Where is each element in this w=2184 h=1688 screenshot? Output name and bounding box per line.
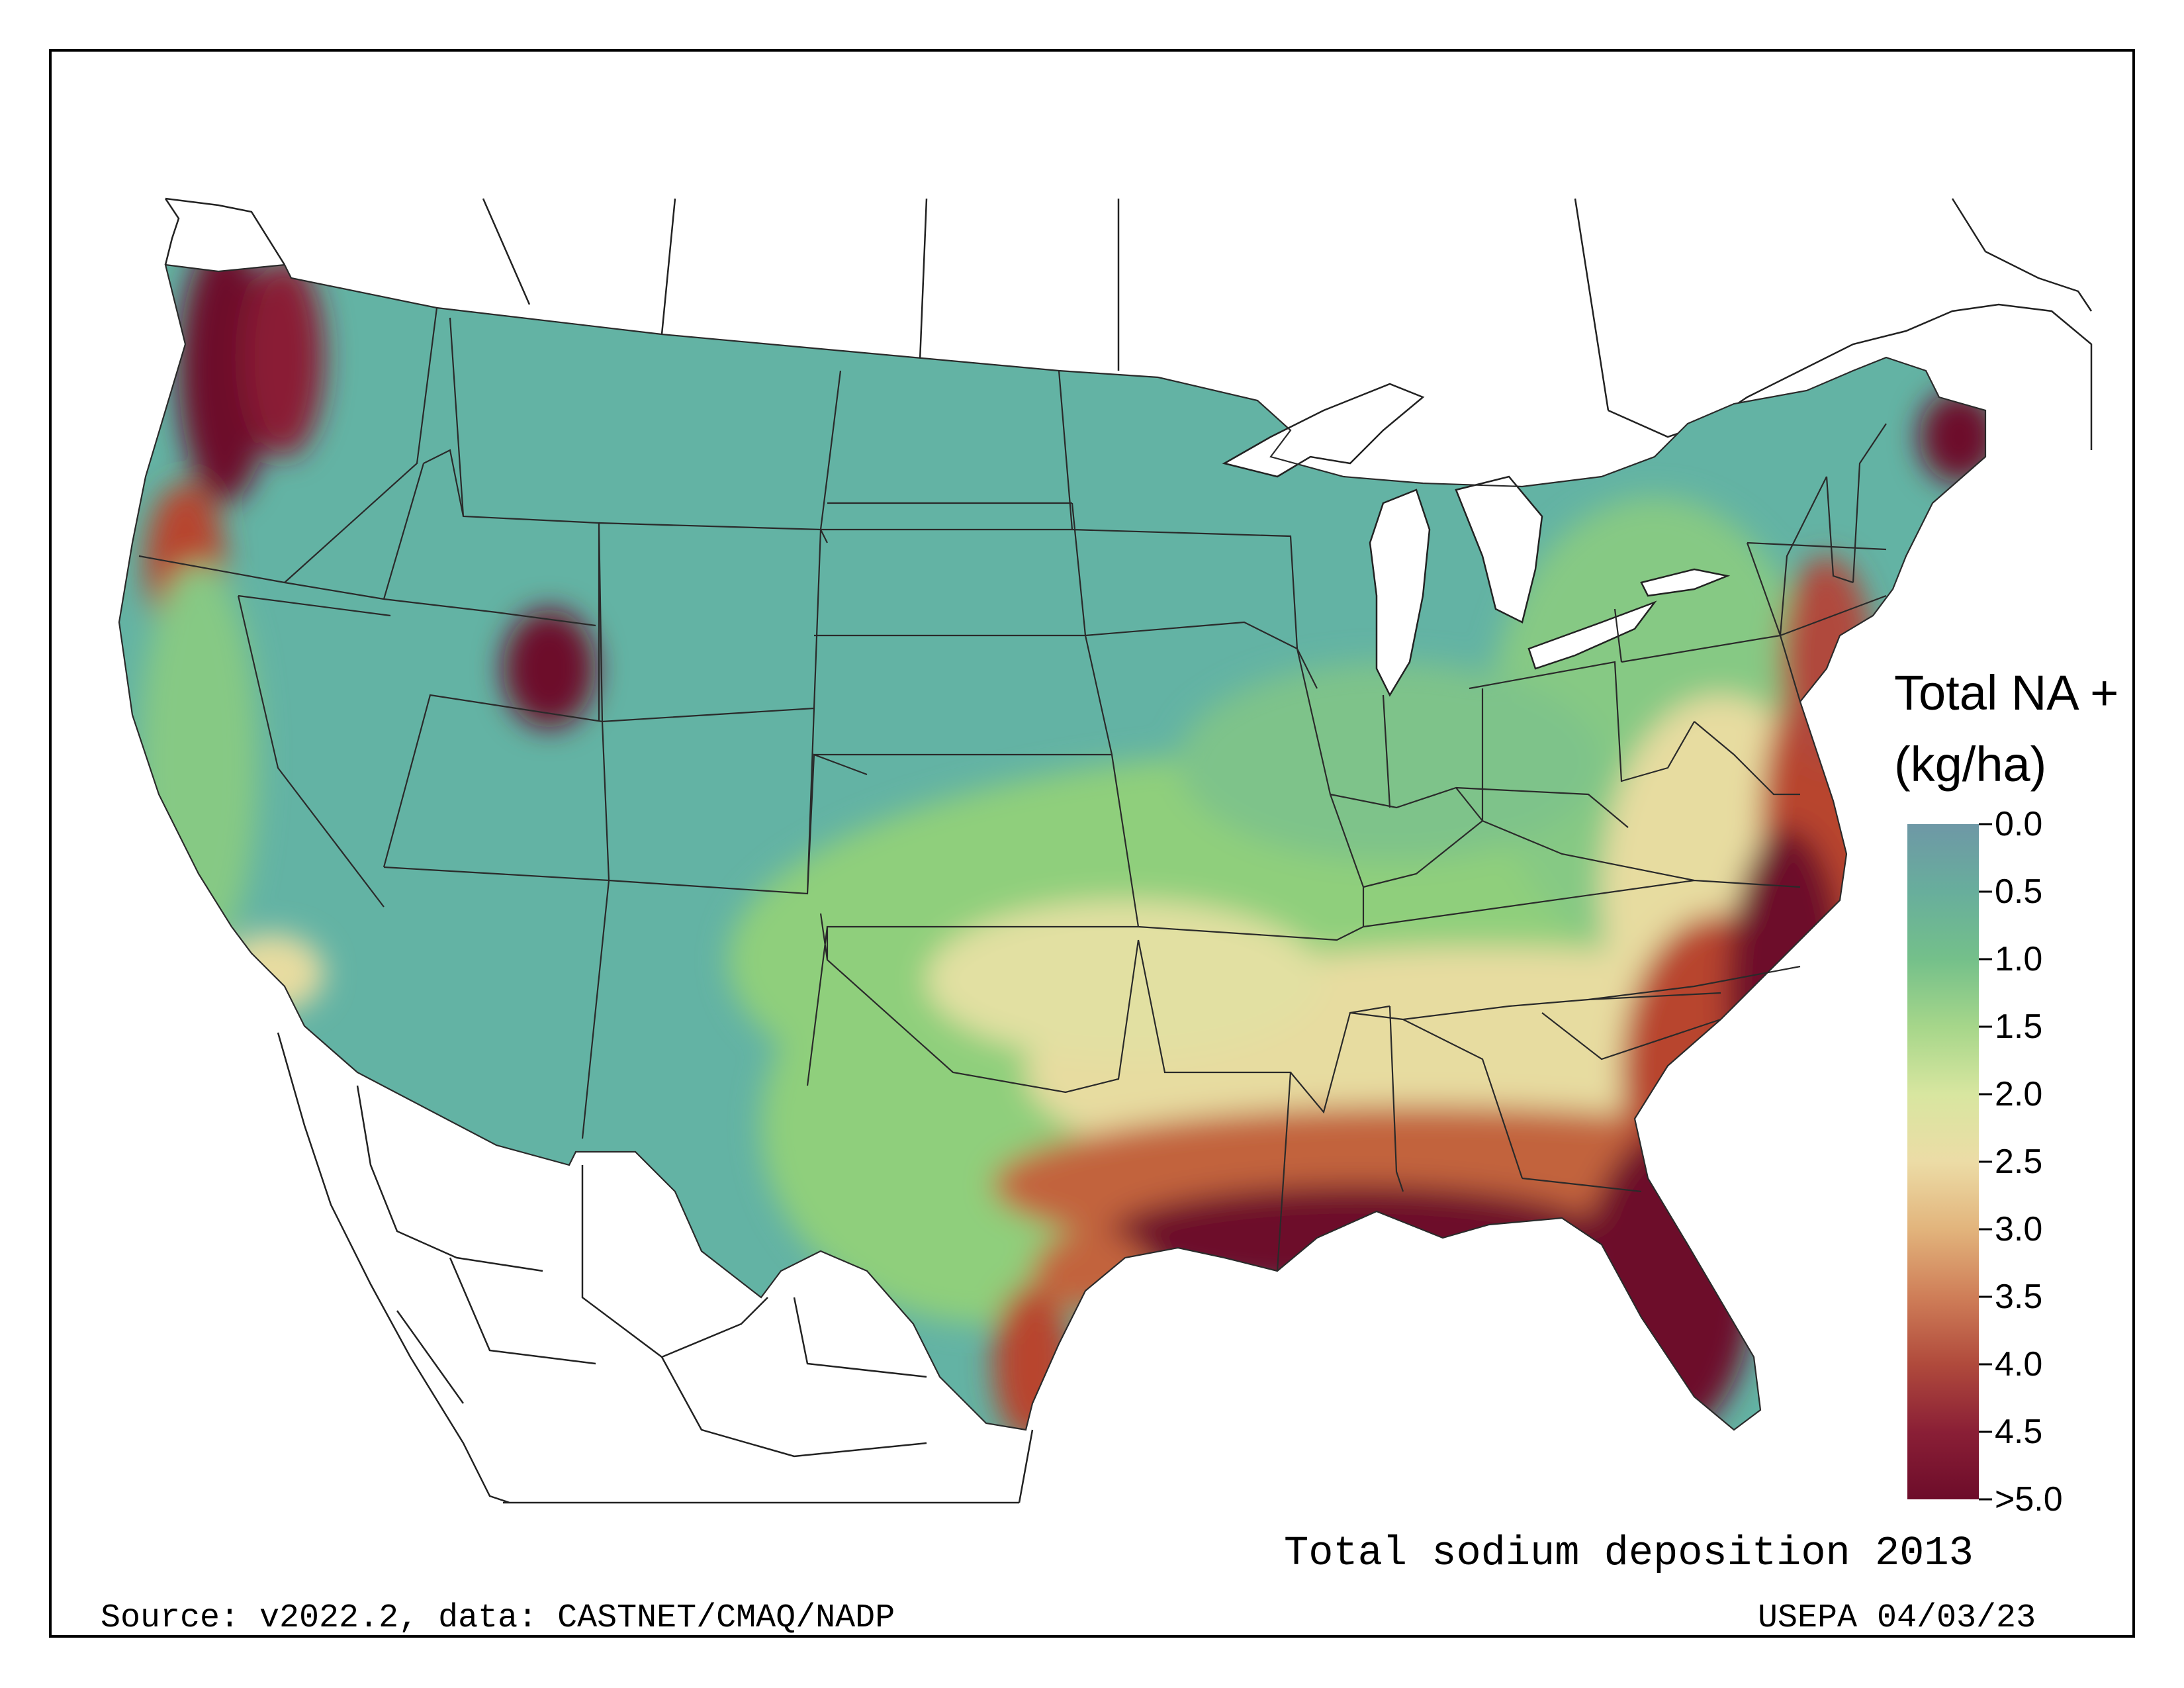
legend-tick-label: 0.0 bbox=[1995, 805, 2043, 843]
legend-tick-label: 3.5 bbox=[1995, 1278, 2043, 1316]
map-title: Total sodium deposition 2013 bbox=[1284, 1530, 1974, 1577]
legend-tick-label: 3.0 bbox=[1995, 1210, 2043, 1248]
state-borders bbox=[118, 263, 1987, 1431]
credit-note: USEPA 04/03/23 bbox=[1758, 1599, 2036, 1637]
mexico-outline bbox=[277, 1032, 1034, 1504]
lake-huron bbox=[1455, 475, 1543, 624]
conus-outline bbox=[118, 263, 1987, 1431]
canada-outline bbox=[164, 197, 286, 265]
legend-colorbar bbox=[1907, 823, 1992, 1501]
legend-tick-label: 2.5 bbox=[1995, 1143, 2043, 1181]
legend-tick-label: 1.5 bbox=[1995, 1008, 2043, 1046]
legend-tick-label: >5.0 bbox=[1995, 1480, 2063, 1519]
legend-tick-label: 0.5 bbox=[1995, 872, 2043, 911]
legend-title-line2: (kg/ha) bbox=[1894, 737, 2047, 792]
mexico-state-borders bbox=[356, 1085, 927, 1458]
source-note: Source: v2022.2, data: CASTNET/CMAQ/NADP bbox=[101, 1599, 895, 1637]
legend-tick-label: 4.5 bbox=[1995, 1413, 2043, 1451]
lake-michigan bbox=[1369, 489, 1431, 697]
lake-ontario bbox=[1640, 568, 1731, 597]
legend-tick-label: 1.0 bbox=[1995, 940, 2043, 978]
lake-erie bbox=[1527, 600, 1657, 670]
legend-title-line1: Total NA + bbox=[1894, 665, 2119, 720]
canada-province-borders bbox=[482, 198, 1987, 411]
legend-ticks bbox=[1979, 823, 1992, 1501]
context-outlines bbox=[164, 197, 2093, 1504]
legend-tick-label: 4.0 bbox=[1995, 1345, 2043, 1383]
legend-tick-label: 2.0 bbox=[1995, 1075, 2043, 1113]
legend-gradient-bar bbox=[1907, 824, 1979, 1499]
